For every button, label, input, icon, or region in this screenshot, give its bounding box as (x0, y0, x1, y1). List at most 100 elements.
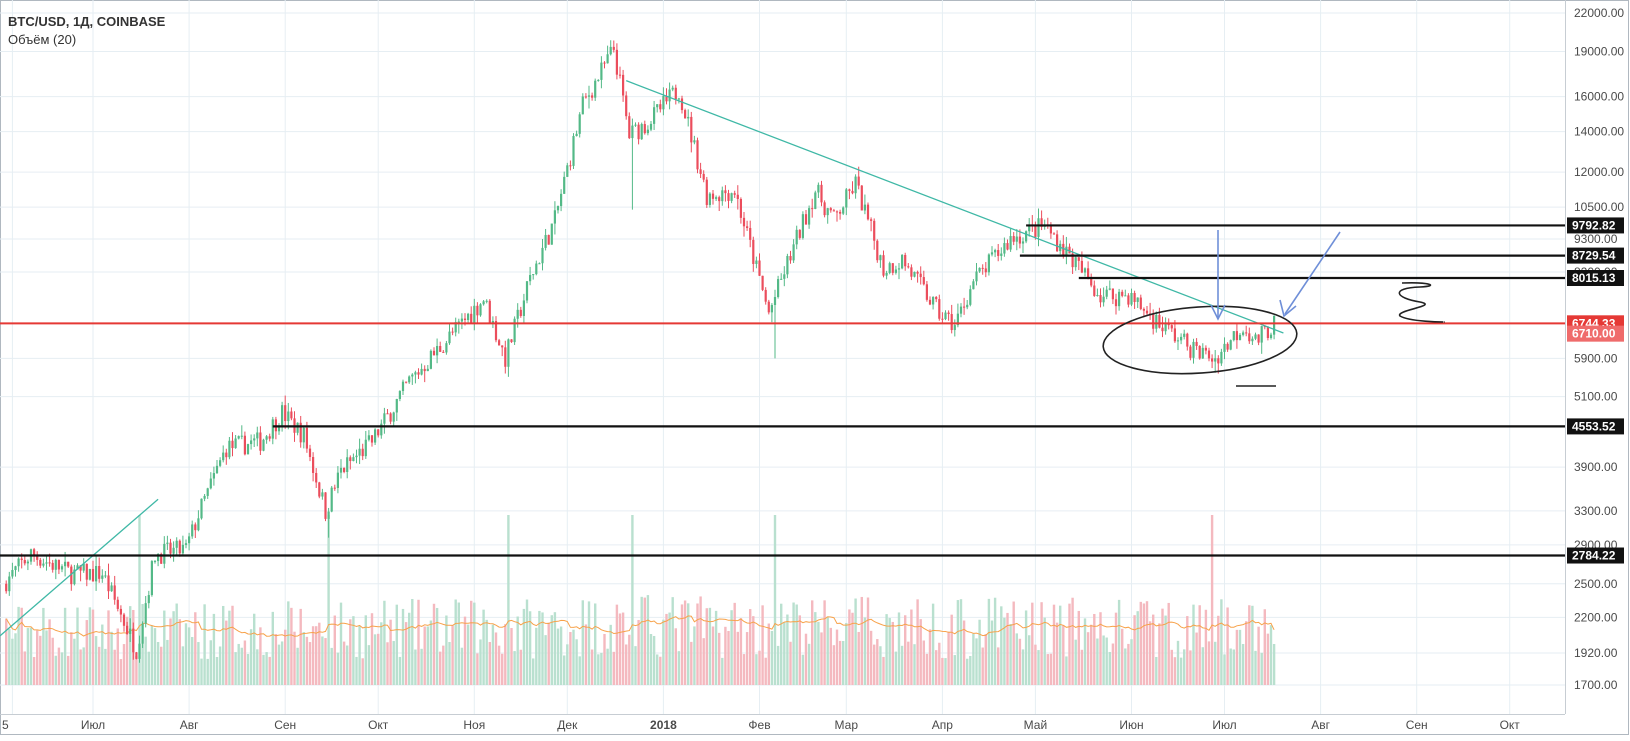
candle-body (1263, 326, 1266, 328)
candle-body (1087, 268, 1090, 278)
volume-bar (628, 634, 631, 685)
candle-body (206, 488, 209, 496)
trendline (625, 80, 1284, 334)
level-price-text: 2784.22 (1572, 549, 1616, 563)
volume-bar (181, 646, 185, 685)
candle-body (876, 240, 879, 261)
volume-bar (838, 640, 842, 685)
candle-body (733, 193, 736, 195)
volume-bar (1176, 640, 1180, 685)
volume-bar (470, 600, 473, 685)
volume-bar (194, 612, 197, 685)
candle-body (222, 452, 225, 461)
volume-bar (919, 619, 922, 685)
candle-body (494, 321, 498, 341)
candle-body (36, 555, 39, 560)
candle-body (271, 419, 274, 439)
volume-bar (525, 599, 529, 685)
candle-body (395, 398, 398, 413)
candle-body (963, 306, 966, 308)
candle-body (429, 350, 432, 369)
candle-body (57, 559, 60, 570)
volume-bar (349, 619, 352, 685)
y-tick-label: 9300.00 (1574, 232, 1618, 246)
volume-bar (792, 602, 795, 685)
volume-bar (1018, 638, 1022, 685)
volume-bar (5, 618, 8, 685)
down-arrow-head (1210, 304, 1226, 321)
candle-body (1173, 328, 1176, 342)
candle-body (51, 562, 54, 570)
volume-bar (1136, 611, 1139, 685)
candle-body (947, 312, 950, 315)
volume-bar (392, 641, 395, 685)
volume-bar (1139, 601, 1142, 685)
volume-bar (966, 658, 969, 685)
candle-body (122, 614, 126, 626)
volume-bar (184, 623, 188, 685)
candle-body (405, 381, 408, 383)
candle-body (1142, 308, 1145, 311)
volume-bar (1012, 601, 1015, 685)
volume-bar (135, 656, 138, 685)
candle-body (857, 176, 860, 186)
volume-bar (1105, 637, 1108, 685)
candle-body (1226, 343, 1229, 350)
candle-body (305, 427, 308, 449)
candle-body (1248, 333, 1251, 342)
volume-bar (959, 599, 963, 685)
candle-body (308, 448, 312, 457)
candle-body (758, 260, 761, 276)
candle-body (336, 472, 339, 488)
volume-bar (1229, 648, 1232, 685)
candles (5, 40, 1276, 663)
candle-body (848, 189, 851, 191)
volume-bar (693, 626, 696, 685)
candle-body (1245, 332, 1248, 334)
volume-bar (57, 647, 61, 685)
candle-body (625, 95, 628, 117)
volume-bar (879, 646, 882, 685)
volume-bar (79, 649, 82, 685)
volume-bar (91, 609, 95, 685)
x-tick-label: Окт (1500, 718, 1521, 732)
candle-body (646, 129, 649, 134)
grid (0, 0, 1565, 714)
volume-bar (321, 636, 324, 685)
volume-bar (1226, 607, 1229, 685)
volume-bar (163, 610, 166, 685)
candle-body (1080, 260, 1083, 273)
candle-body (966, 304, 969, 308)
candle-body (1139, 297, 1142, 309)
volume-bar (807, 643, 811, 685)
volume-bar (445, 615, 448, 685)
candle-body (628, 116, 631, 139)
candle-body (969, 289, 972, 305)
volume-bar (922, 640, 925, 685)
candle-body (808, 208, 811, 225)
volume-bar (1148, 621, 1152, 685)
candle-body (956, 313, 959, 326)
volume-bar (513, 651, 516, 685)
volume-bar (1145, 601, 1149, 685)
volume-bar (129, 606, 132, 685)
candle-body (79, 565, 82, 571)
candle-body (88, 569, 91, 580)
volume-bar (997, 647, 1000, 685)
candle-body (414, 372, 417, 375)
candle-body (609, 46, 612, 55)
candle-body (231, 440, 234, 449)
volume-bar (1248, 605, 1251, 685)
volume-bar (758, 650, 761, 685)
candle-body (587, 95, 591, 97)
candle-body (1093, 285, 1096, 296)
volume-bar (215, 657, 219, 685)
candle-body (358, 448, 361, 456)
candle-body (618, 74, 622, 76)
volume-bar (1155, 656, 1158, 685)
volume-bar (364, 615, 367, 685)
candle-body (439, 345, 442, 352)
volume-bar (482, 609, 485, 685)
